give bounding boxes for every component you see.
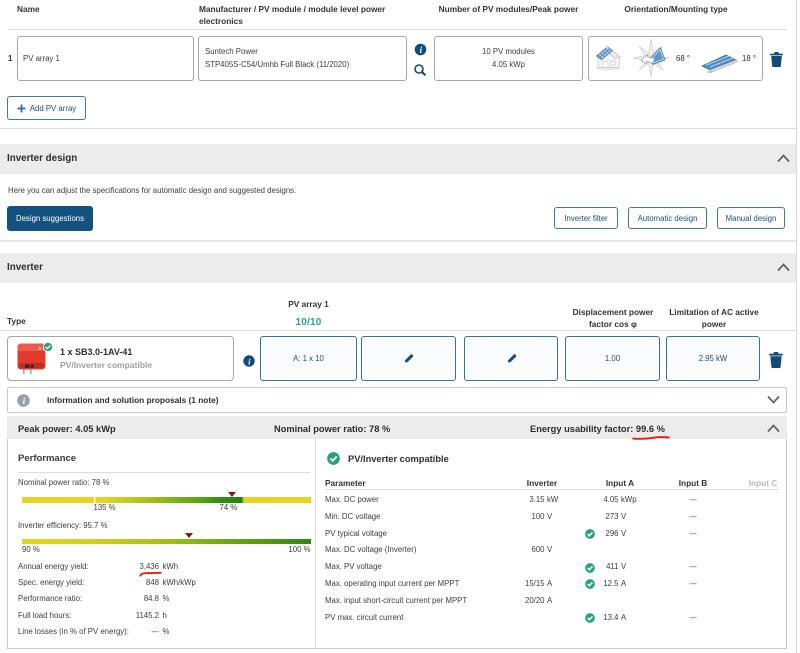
svg-text:i: i [22,397,25,407]
svg-text:i: i [248,356,251,366]
svg-text:i: i [420,45,423,55]
